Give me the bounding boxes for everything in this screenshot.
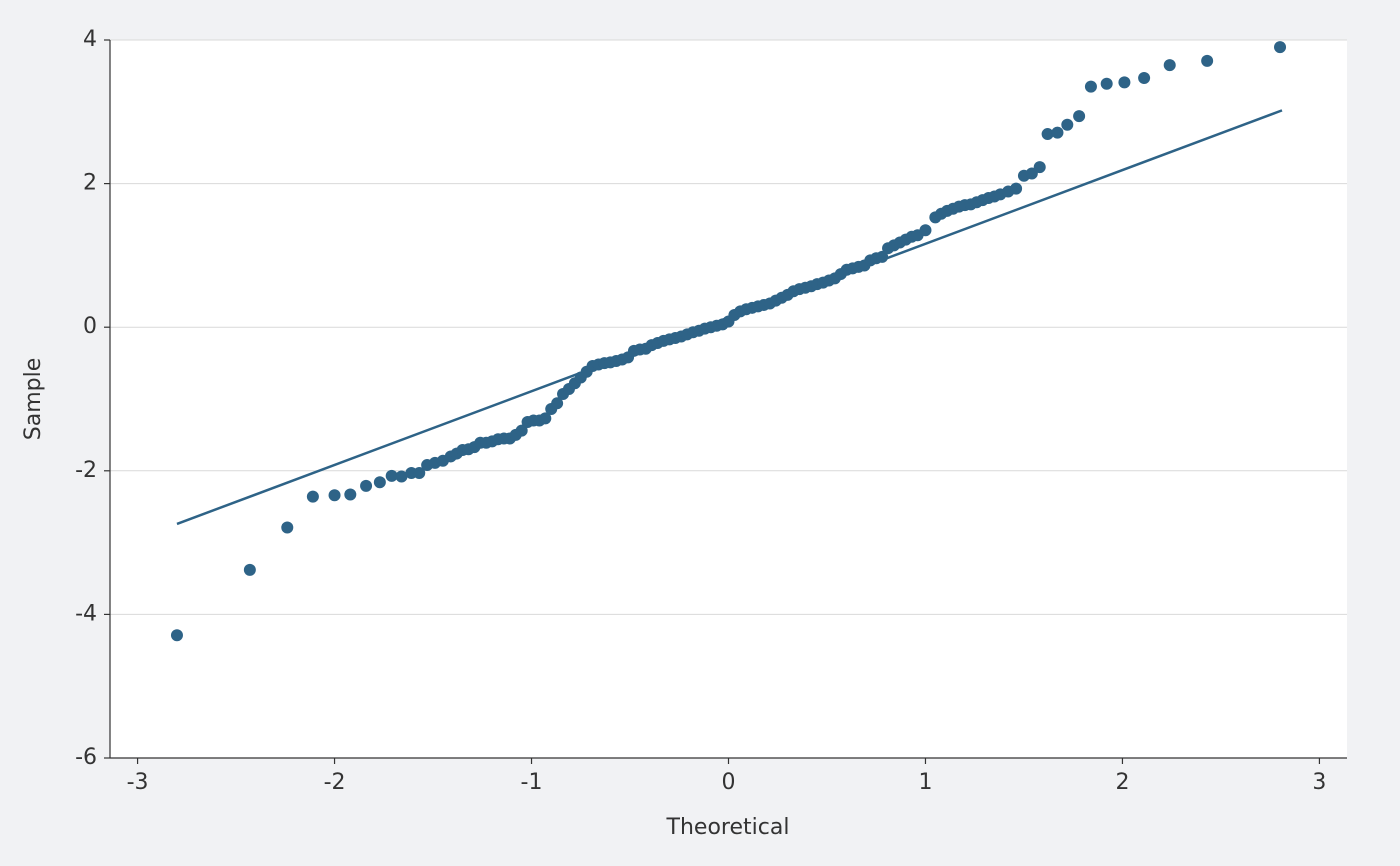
x-axis-label: Theoretical [666,815,790,840]
data-point [1061,118,1074,131]
data-point [1051,126,1064,139]
plot-area [110,40,1347,758]
x-tick-label: -2 [324,770,346,795]
data-point [385,469,398,482]
y-axis-label: Sample [21,358,46,441]
x-tick-label: 3 [1312,770,1326,795]
x-tick-label: 1 [918,770,932,795]
data-point [551,397,564,410]
data-point [413,466,426,479]
data-point [1118,76,1131,89]
data-point [1138,72,1151,85]
y-tick-label: 2 [83,171,97,196]
data-point [876,250,889,263]
data-point [360,479,373,492]
x-tick-label: 2 [1115,770,1129,795]
data-point [281,521,294,534]
x-tick-label: -3 [127,770,149,795]
data-point [1010,182,1023,195]
data-point [1201,54,1214,67]
data-point [515,424,528,437]
data-point [170,629,183,642]
y-tick-label: -6 [75,745,97,770]
data-point [328,489,341,502]
data-point [1084,80,1097,93]
data-point [1073,110,1086,123]
data-point [1163,59,1176,72]
data-point [1033,161,1046,174]
data-point [539,412,552,425]
data-point [243,563,256,576]
y-tick-label: -2 [75,458,97,483]
data-point [344,488,357,501]
data-point [1041,128,1054,141]
data-point [395,470,408,483]
data-point [373,476,386,489]
data-point [1100,77,1113,90]
data-point [306,490,319,503]
data-point [1274,41,1287,54]
x-tick-label: -1 [521,770,543,795]
y-tick-label: -4 [75,601,97,626]
y-tick-label: 0 [83,314,97,339]
data-point [919,224,932,237]
y-tick-label: 4 [83,27,97,52]
x-tick-label: 0 [722,770,736,795]
